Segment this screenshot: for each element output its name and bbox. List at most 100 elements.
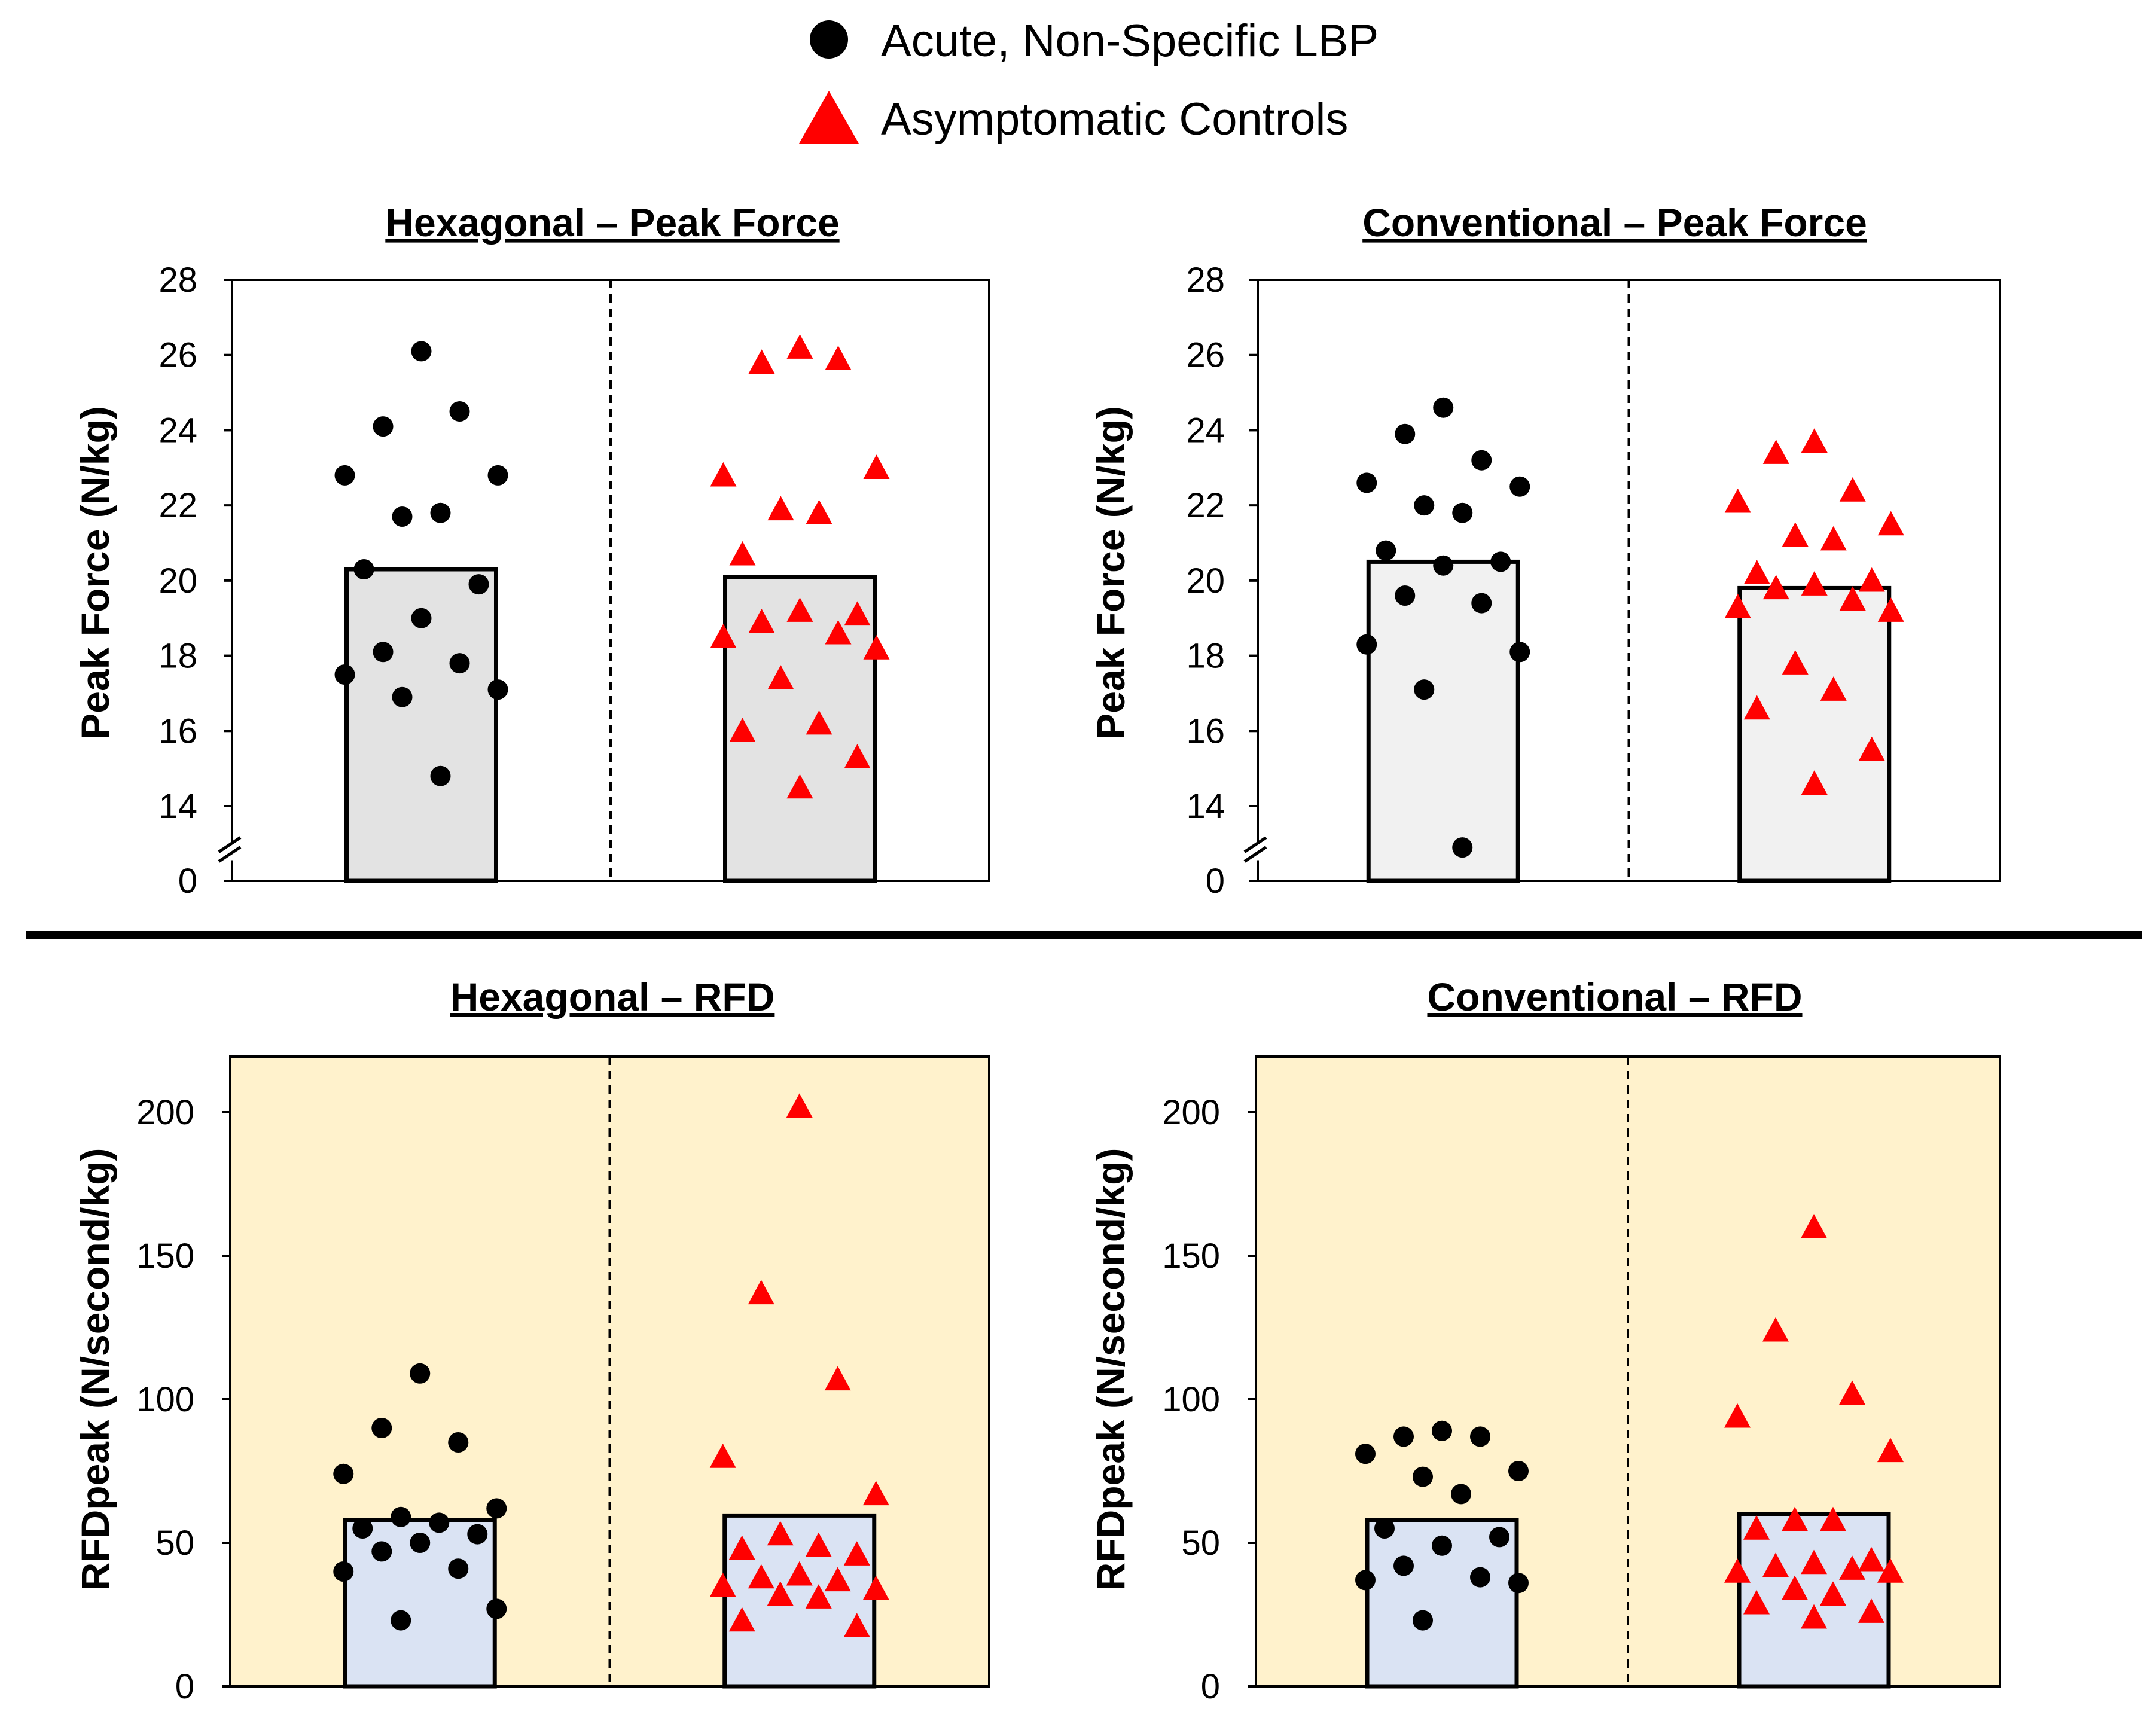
legend-lbp-circle-icon [810,20,848,59]
legend: Acute, Non-Specific LBP Asymptomatic Con… [799,16,1379,145]
legend-lbp-label: Acute, Non-Specific LBP [881,16,1379,66]
point-lbp [1376,540,1396,561]
point-control [1839,1380,1865,1405]
panel-hex-rfd: 0 50 100 150 200 [136,1055,990,1706]
point-lbp [1490,551,1511,572]
point-control [1782,650,1809,675]
point-control [1858,1546,1884,1572]
axis-break-mark [218,836,242,853]
point-control [1877,1438,1904,1463]
point-control [1724,488,1751,513]
point-lbp [410,1533,431,1553]
bar-control [723,575,877,883]
y-tick-label: 22 [158,486,197,525]
point-lbp [1470,1426,1490,1447]
point-lbp [1470,1567,1490,1588]
point-control [1858,567,1885,592]
point-lbp [1433,555,1454,576]
point-control [786,334,813,359]
point-lbp [1355,1444,1376,1464]
point-control [1839,1555,1865,1580]
point-lbp [1356,634,1377,655]
point-control [710,462,737,487]
bar-control [1737,585,1892,883]
point-control [1782,1506,1808,1531]
point-lbp [411,341,432,362]
point-lbp [1393,1555,1414,1576]
point-control [728,1535,755,1560]
point-lbp [371,1418,392,1438]
point-control [1820,1581,1846,1606]
y-tick-label: 26 [158,336,197,375]
point-control [786,1561,813,1586]
point-control [710,624,737,648]
panel-title-conv-peak: Conventional – Peak Force [1362,200,1867,245]
point-control [1743,1589,1770,1615]
y-tick-label: 50 [1181,1524,1220,1563]
point-control [1820,1506,1846,1531]
point-control [1724,1403,1751,1428]
point-lbp [392,686,413,707]
bar-lbp [344,567,498,883]
point-control [844,744,871,768]
point-lbp [430,765,451,786]
point-control [825,346,852,370]
point-lbp [467,1524,488,1545]
point-control [1762,1317,1789,1342]
point-lbp [1413,1466,1433,1487]
ylabel-hex-peak: Peak Force (N/kg) [73,406,117,740]
point-control [862,1575,889,1600]
point-control [786,1093,813,1118]
y-tick-label: 28 [158,261,197,300]
y-tick-label: 14 [158,787,197,826]
point-lbp [486,1598,507,1619]
point-lbp [448,1558,469,1579]
point-lbp [334,465,355,486]
y-tick-label: 20 [158,562,197,600]
point-control [1801,571,1828,596]
point-control [1762,1552,1789,1577]
point-control [728,1607,755,1632]
bar-control [1737,1512,1891,1689]
point-control [806,499,832,524]
legend-control-label: Asymptomatic Controls [881,94,1348,145]
y-tick-label: 0 [175,1667,194,1706]
point-control [786,597,813,622]
point-lbp [353,559,374,579]
point-lbp [392,506,413,527]
point-control [1801,428,1828,453]
point-control [748,1280,774,1305]
point-control [1820,676,1847,701]
point-control [843,1541,870,1566]
y-tick-label: 0 [1201,1667,1220,1706]
y-tick-label: 16 [1186,712,1225,750]
point-control [1762,575,1789,600]
point-lbp [487,679,508,700]
point-control [844,601,871,626]
point-lbp [333,1561,354,1582]
point-control [1724,1558,1751,1583]
axis-break-mark [1243,846,1267,863]
y-tick-label: 200 [136,1093,194,1132]
point-lbp [449,401,470,422]
point-control [1839,477,1866,502]
point-control [1724,593,1751,618]
point-lbp [352,1518,373,1539]
panel-title-hex-rfd: Hexagonal – RFD [450,975,775,1019]
y-tick-label: 14 [1186,787,1225,826]
bar-lbp [1366,559,1520,883]
y-tick-label: 18 [1186,637,1225,676]
point-lbp [334,664,355,685]
point-control [805,1584,832,1609]
point-control [1877,597,1904,622]
point-control [767,1521,794,1546]
point-control [843,1613,870,1637]
point-control [729,718,756,742]
point-lbp [1393,1426,1414,1447]
y-tick-label: 22 [1186,486,1225,525]
axis-break-mark [218,846,242,863]
bar-control [722,1513,877,1689]
y-tick-label: 100 [136,1380,194,1419]
point-lbp [1395,423,1416,444]
point-lbp [1471,593,1492,614]
